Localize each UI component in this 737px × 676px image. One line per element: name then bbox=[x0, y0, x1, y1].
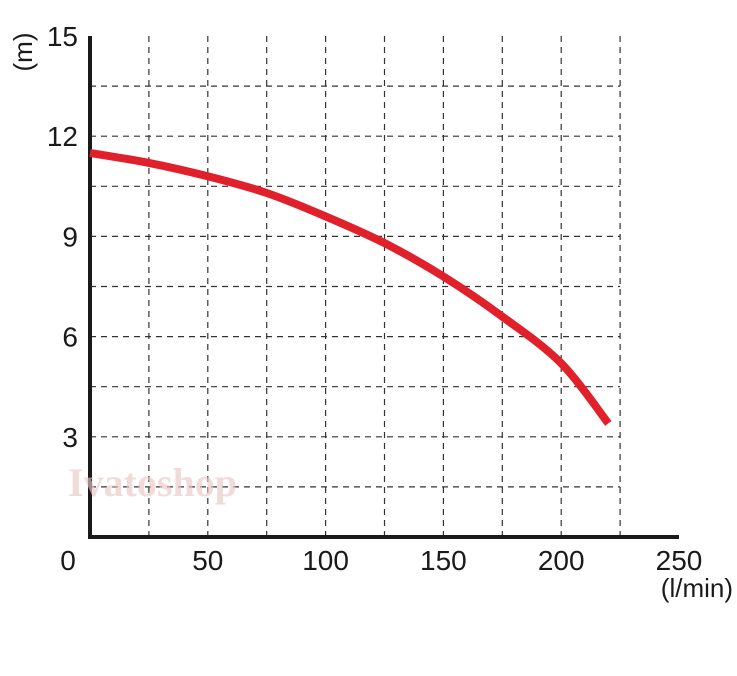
x-tick-label: 0 bbox=[60, 545, 76, 576]
watermark: Ivatoshop bbox=[68, 460, 237, 505]
series-layer bbox=[89, 148, 612, 426]
x-tick-label: 200 bbox=[538, 545, 585, 576]
y-tick-label: 15 bbox=[47, 21, 78, 52]
y-axis-label: (m) bbox=[8, 33, 38, 72]
y-tick-label: 6 bbox=[62, 322, 78, 353]
x-tick-label: 250 bbox=[656, 545, 703, 576]
y-tick-label: 9 bbox=[62, 221, 78, 252]
y-tick-labels: 3 6 9 12 15 bbox=[47, 21, 78, 453]
grid-lines bbox=[90, 36, 621, 537]
head-curve-line bbox=[89, 148, 612, 426]
x-tick-label: 100 bbox=[302, 545, 349, 576]
axes bbox=[88, 36, 679, 539]
y-tick-label: 3 bbox=[62, 422, 78, 453]
x-tick-labels: 0 50 100 150 200 250 bbox=[60, 545, 702, 576]
x-tick-label: 50 bbox=[192, 545, 223, 576]
x-tick-label: 150 bbox=[420, 545, 467, 576]
x-axis-label: (l/min) bbox=[661, 573, 733, 603]
y-tick-label: 12 bbox=[47, 121, 78, 152]
